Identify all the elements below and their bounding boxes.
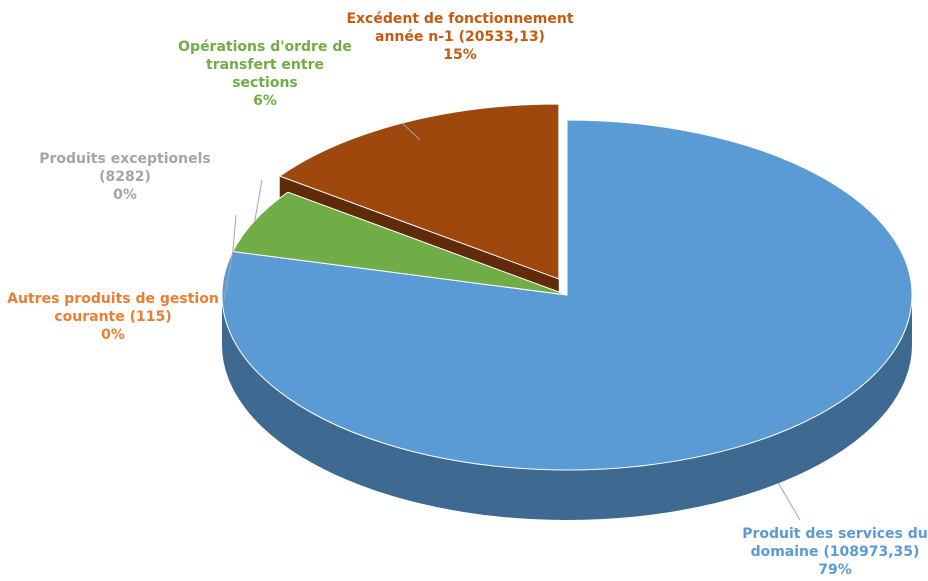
slice: [232, 191, 568, 296]
leader-line: [778, 483, 801, 521]
category-label: Opérations d'ordre de transfert entre se…: [178, 39, 352, 91]
category-label: Produit des services du domaine (108973,…: [742, 526, 928, 560]
slice-side: [222, 295, 912, 520]
data-label: Opérations d'ordre de transfert entre se…: [175, 38, 355, 110]
category-label: Autres produits de gestion courante (115…: [7, 291, 219, 325]
category-label: Excédent de fonctionnement année n-1 (20…: [346, 11, 574, 45]
data-label: Autres produits de gestion courante (115…: [3, 290, 223, 344]
category-label: Produits exceptionels (8282): [39, 151, 211, 185]
data-label: Excédent de fonctionnement année n-1 (20…: [335, 10, 585, 64]
leader-line: [223, 251, 234, 301]
leader-line: [254, 179, 263, 221]
leader-line: [401, 122, 421, 141]
leader-line: [232, 214, 237, 252]
percent-label: 0%: [113, 187, 137, 203]
data-label: Produits exceptionels (8282) 0%: [35, 150, 215, 204]
slice: [278, 103, 560, 280]
percent-label: 15%: [443, 47, 477, 63]
percent-label: 0%: [101, 327, 125, 343]
percent-label: 6%: [253, 93, 277, 109]
data-label: Produit des services du domaine (108973,…: [735, 525, 928, 579]
percent-label: 79%: [818, 562, 852, 578]
